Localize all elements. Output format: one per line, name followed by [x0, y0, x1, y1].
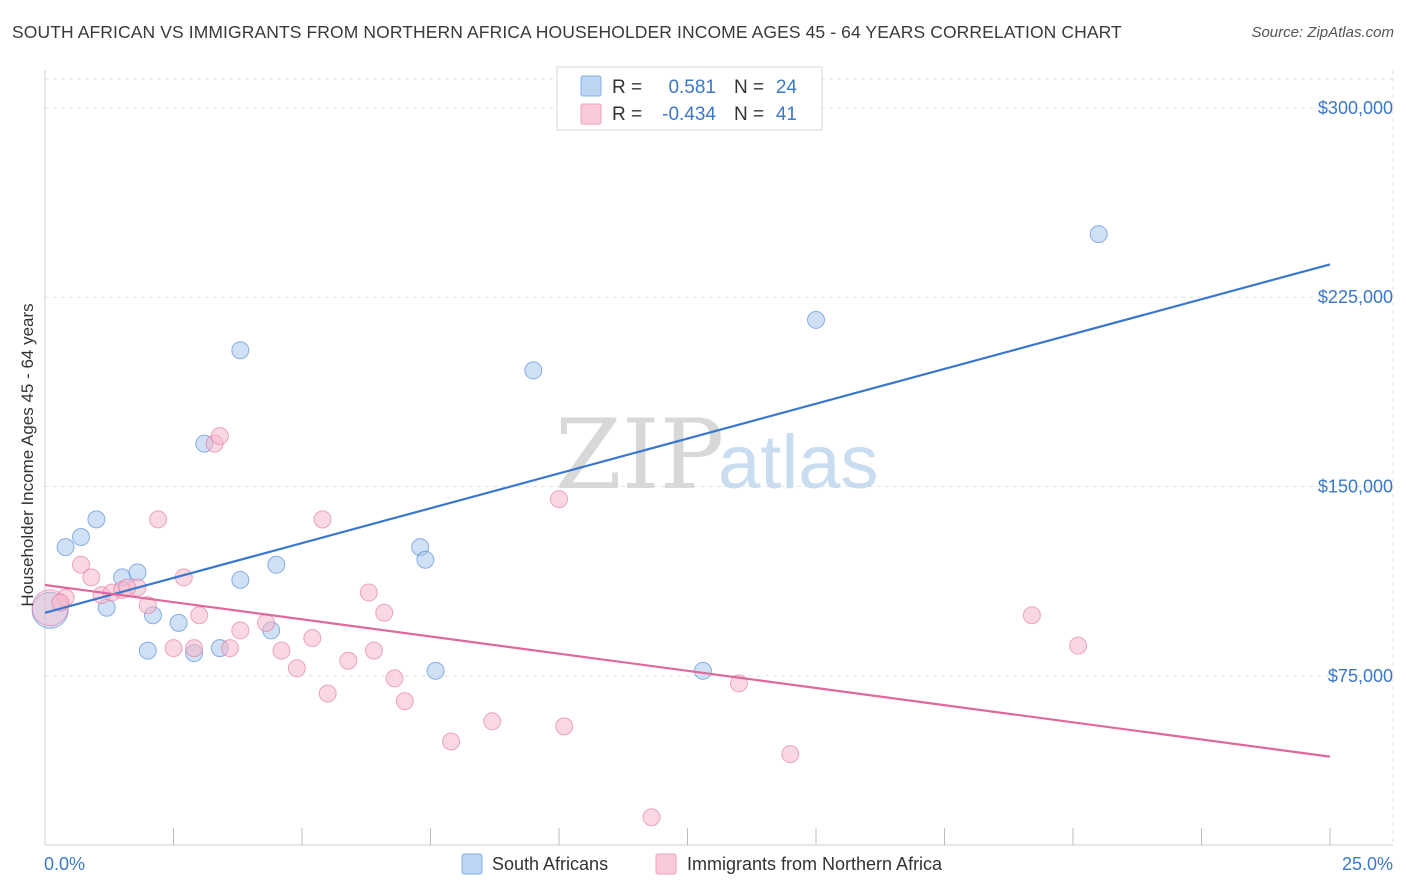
legend-r-value-2: -0.434 [662, 104, 716, 125]
watermark-zip: ZIP [555, 399, 724, 511]
point-immigrants-31 [483, 712, 502, 731]
source-label: Source: ZipAtlas.com [1251, 24, 1394, 41]
point-immigrants-36 [781, 745, 800, 764]
point-immigrants-38 [1069, 636, 1088, 655]
point-immigrants-18 [257, 613, 276, 632]
bottom-legend-label-immigrants: Immigrants from Northern Africa [687, 854, 943, 874]
point-immigrants-32 [550, 490, 568, 509]
y-tick-label-0: $75,000 [1328, 666, 1393, 686]
point-immigrants-40 [118, 578, 137, 597]
legend-r-value-1: 0.581 [668, 77, 716, 98]
legend-r-label-2: R = [612, 104, 642, 125]
point-immigrants-26 [364, 641, 383, 660]
point-immigrants-16 [221, 639, 240, 658]
point-immigrants-34 [642, 808, 661, 827]
trend-line-immigrants [44, 583, 1331, 758]
point-south-africans-2 [71, 528, 90, 547]
y-axis-label: Householder Income Ages 45 - 64 years [18, 303, 37, 606]
point-south-africans-23 [1089, 225, 1108, 244]
point-immigrants-9 [149, 510, 168, 529]
point-immigrants-20 [287, 659, 306, 678]
point-immigrants-24 [339, 651, 358, 670]
point-immigrants-37 [1022, 606, 1041, 625]
y-tick-label-3: $300,000 [1318, 98, 1393, 118]
point-south-africans-19 [426, 661, 445, 680]
point-immigrants-21 [303, 628, 322, 647]
point-south-africans-9 [169, 613, 188, 632]
bottom-legend-swatch-south-africans [461, 853, 483, 875]
y-tick-label-1: $150,000 [1318, 477, 1393, 497]
point-immigrants-10 [164, 639, 183, 658]
point-south-africans-6 [128, 563, 147, 582]
point-south-africans-8 [138, 641, 157, 660]
point-south-africans-13 [231, 341, 250, 360]
point-immigrants-12 [185, 639, 204, 658]
point-south-africans-16 [267, 555, 286, 574]
watermark-atlas: atlas [718, 420, 879, 505]
legend-n-value-2: 41 [776, 104, 797, 125]
legend-bottom: South Africans Immigrants from Northern … [461, 853, 943, 875]
point-immigrants-22 [313, 510, 332, 529]
point-south-africans-3 [87, 510, 106, 529]
legend-swatch-south-africans [580, 75, 602, 97]
point-south-africans-14 [231, 570, 250, 589]
point-immigrants-28 [385, 669, 404, 688]
point-immigrants-19 [272, 641, 291, 660]
point-immigrants-8 [138, 596, 157, 615]
y-tick-label-2: $225,000 [1318, 287, 1393, 307]
legend-swatch-immigrants [580, 103, 602, 125]
point-immigrants-33 [555, 717, 574, 736]
point-south-africans-18 [416, 550, 435, 569]
point-immigrants-27 [375, 603, 394, 622]
legend-top: R = 0.581 N = 24 R = -0.434 N = 41 [556, 66, 823, 131]
point-south-africans-22 [807, 310, 825, 329]
point-immigrants-13 [190, 606, 209, 625]
trend-lines [44, 263, 1331, 758]
point-immigrants-17 [231, 621, 250, 640]
x-tick-label-max: 25.0% [1342, 854, 1393, 874]
point-immigrants-15 [210, 427, 229, 446]
x-ticks [173, 828, 1331, 845]
point-south-africans-20 [524, 361, 543, 380]
bottom-legend-swatch-immigrants [655, 853, 677, 875]
point-immigrants-3 [82, 568, 101, 587]
legend-n-value-1: 24 [776, 77, 798, 98]
trend-line-south-africans [44, 263, 1331, 614]
y-tick-labels: $75,000 $150,000 $225,000 $300,000 [1318, 98, 1393, 686]
legend-n-label-2: N = [734, 104, 764, 125]
x-tick-label-min: 0.0% [44, 854, 85, 874]
legend-n-label-1: N = [734, 77, 764, 98]
point-immigrants-23 [318, 684, 337, 703]
chart-title: SOUTH AFRICAN VS IMMIGRANTS FROM NORTHER… [12, 22, 1122, 42]
point-immigrants-30 [442, 732, 461, 751]
point-immigrants-2 [71, 555, 90, 574]
legend-r-label-1: R = [612, 77, 642, 98]
point-immigrants-25 [359, 583, 378, 602]
point-south-africans-21 [693, 661, 712, 680]
points [31, 225, 1108, 827]
bottom-legend-label-south-africans: South Africans [492, 854, 608, 874]
point-immigrants-29 [395, 692, 414, 711]
point-south-africans-1 [56, 538, 75, 557]
